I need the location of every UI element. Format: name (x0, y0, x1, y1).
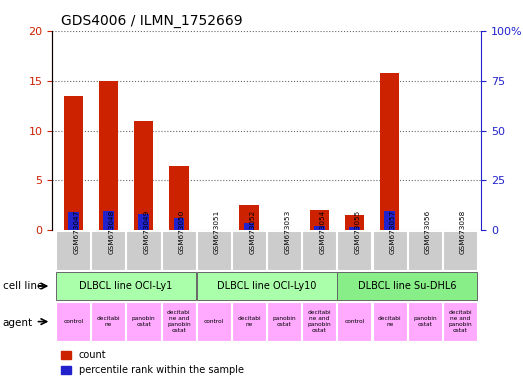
Text: GSM673049: GSM673049 (144, 210, 150, 254)
FancyBboxPatch shape (372, 302, 407, 341)
Text: GSM673051: GSM673051 (214, 210, 220, 254)
FancyBboxPatch shape (337, 302, 371, 341)
Bar (169, 166, 188, 230)
Text: panobin
ostat: panobin ostat (272, 316, 296, 327)
Text: decitabi
ne and
panobin
ostat: decitabi ne and panobin ostat (308, 310, 331, 333)
Text: agent: agent (3, 318, 33, 328)
Bar (244, 223, 254, 230)
Text: decitabi
ne: decitabi ne (237, 316, 261, 327)
Text: DLBCL line OCI-Ly1: DLBCL line OCI-Ly1 (79, 281, 173, 291)
FancyBboxPatch shape (232, 231, 266, 270)
Text: GSM673057: GSM673057 (390, 210, 396, 254)
Text: GSM673052: GSM673052 (249, 210, 255, 254)
Bar (310, 210, 329, 230)
FancyBboxPatch shape (162, 231, 196, 270)
Bar (64, 96, 83, 230)
FancyBboxPatch shape (197, 272, 337, 300)
Text: control: control (345, 319, 365, 324)
FancyBboxPatch shape (302, 302, 336, 341)
Legend: count, percentile rank within the sample: count, percentile rank within the sample (57, 346, 247, 379)
Text: decitabi
ne and
panobin
ostat: decitabi ne and panobin ostat (448, 310, 472, 333)
Text: GSM673054: GSM673054 (320, 210, 325, 254)
Text: decitabi
ne: decitabi ne (378, 316, 402, 327)
FancyBboxPatch shape (302, 231, 336, 270)
FancyBboxPatch shape (372, 231, 407, 270)
FancyBboxPatch shape (443, 231, 477, 270)
Text: GSM673050: GSM673050 (179, 210, 185, 254)
Bar (314, 226, 325, 230)
Text: control: control (204, 319, 224, 324)
FancyBboxPatch shape (337, 272, 477, 300)
Text: cell line: cell line (3, 281, 43, 291)
Text: GSM673056: GSM673056 (425, 210, 431, 254)
Bar (174, 218, 184, 230)
Bar (345, 215, 365, 230)
FancyBboxPatch shape (197, 231, 231, 270)
FancyBboxPatch shape (267, 231, 301, 270)
FancyBboxPatch shape (337, 231, 371, 270)
FancyBboxPatch shape (92, 231, 126, 270)
Bar (103, 212, 114, 230)
Text: control: control (63, 319, 84, 324)
FancyBboxPatch shape (56, 302, 90, 341)
FancyBboxPatch shape (56, 272, 196, 300)
FancyBboxPatch shape (92, 302, 126, 341)
FancyBboxPatch shape (232, 302, 266, 341)
Text: GSM673053: GSM673053 (285, 210, 290, 254)
Bar (68, 212, 78, 230)
FancyBboxPatch shape (197, 302, 231, 341)
FancyBboxPatch shape (408, 302, 442, 341)
Bar (99, 81, 118, 230)
Text: decitabi
ne and
panobin
ostat: decitabi ne and panobin ostat (167, 310, 191, 333)
Bar (349, 227, 360, 230)
Bar (240, 205, 259, 230)
FancyBboxPatch shape (408, 231, 442, 270)
Bar (380, 73, 400, 230)
Bar (134, 121, 153, 230)
Text: GSM673055: GSM673055 (355, 210, 361, 254)
Text: panobin
ostat: panobin ostat (132, 316, 155, 327)
Text: DLBCL line Su-DHL6: DLBCL line Su-DHL6 (358, 281, 457, 291)
Text: GSM673058: GSM673058 (460, 210, 466, 254)
FancyBboxPatch shape (443, 302, 477, 341)
FancyBboxPatch shape (267, 302, 301, 341)
FancyBboxPatch shape (56, 231, 90, 270)
Text: DLBCL line OCI-Ly10: DLBCL line OCI-Ly10 (217, 281, 316, 291)
Text: GSM673048: GSM673048 (109, 210, 115, 254)
FancyBboxPatch shape (162, 302, 196, 341)
Text: GDS4006 / ILMN_1752669: GDS4006 / ILMN_1752669 (61, 14, 243, 28)
Text: GSM673047: GSM673047 (73, 210, 79, 254)
Text: decitabi
ne: decitabi ne (97, 316, 120, 327)
Text: panobin
ostat: panobin ostat (413, 316, 437, 327)
FancyBboxPatch shape (127, 302, 161, 341)
Bar (384, 211, 395, 230)
Bar (139, 214, 149, 230)
FancyBboxPatch shape (127, 231, 161, 270)
